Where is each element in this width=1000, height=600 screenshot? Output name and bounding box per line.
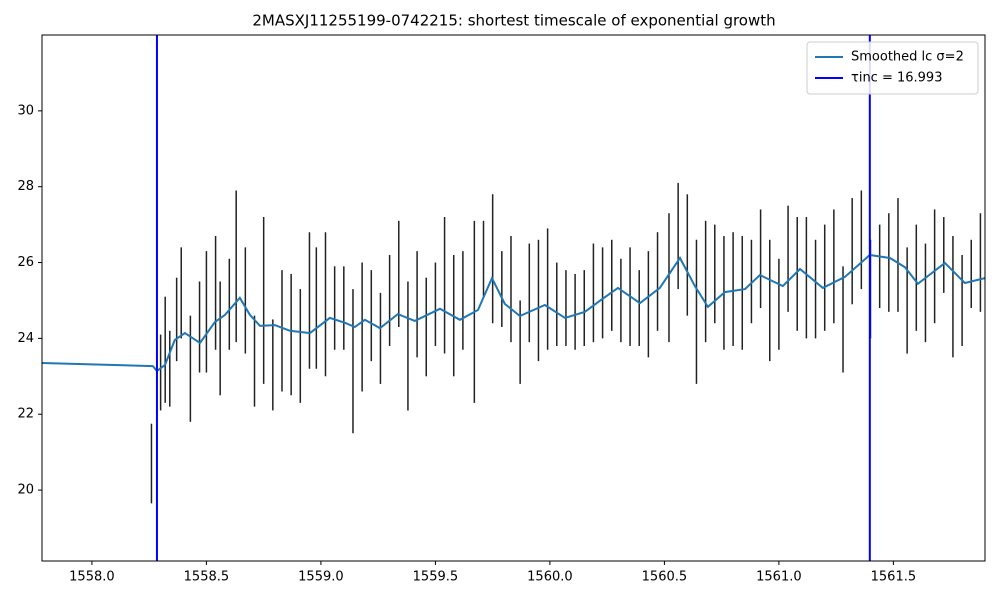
plot-area (42, 35, 985, 561)
x-tick-label: 1560.0 (527, 570, 573, 585)
y-tick-label: 30 (17, 103, 34, 118)
x-tick-label: 1561.0 (756, 570, 802, 585)
y-tick-label: 24 (17, 331, 34, 346)
smoothed-line (42, 253, 985, 373)
chart-title: 2MASXJ11255199-0742215: shortest timesca… (252, 12, 775, 30)
y-tick-label: 22 (17, 407, 34, 422)
y-tick-label: 20 (17, 483, 34, 498)
y-tick-label: 28 (17, 179, 34, 194)
legend-label: Smoothed lc σ=2 (851, 50, 964, 65)
legend-label: τinc = 16.993 (851, 71, 942, 86)
y-tick-label: 26 (17, 255, 34, 270)
axes-frame (41, 34, 986, 562)
x-tick-label: 1558.5 (184, 570, 230, 585)
x-tick-label: 1559.5 (413, 570, 459, 585)
legend-box (806, 41, 979, 95)
x-tick-label: 1559.0 (298, 570, 344, 585)
x-tick-label: 1560.5 (642, 570, 688, 585)
x-tick-label: 1561.5 (871, 570, 917, 585)
x-tick-label: 1558.0 (69, 570, 115, 585)
